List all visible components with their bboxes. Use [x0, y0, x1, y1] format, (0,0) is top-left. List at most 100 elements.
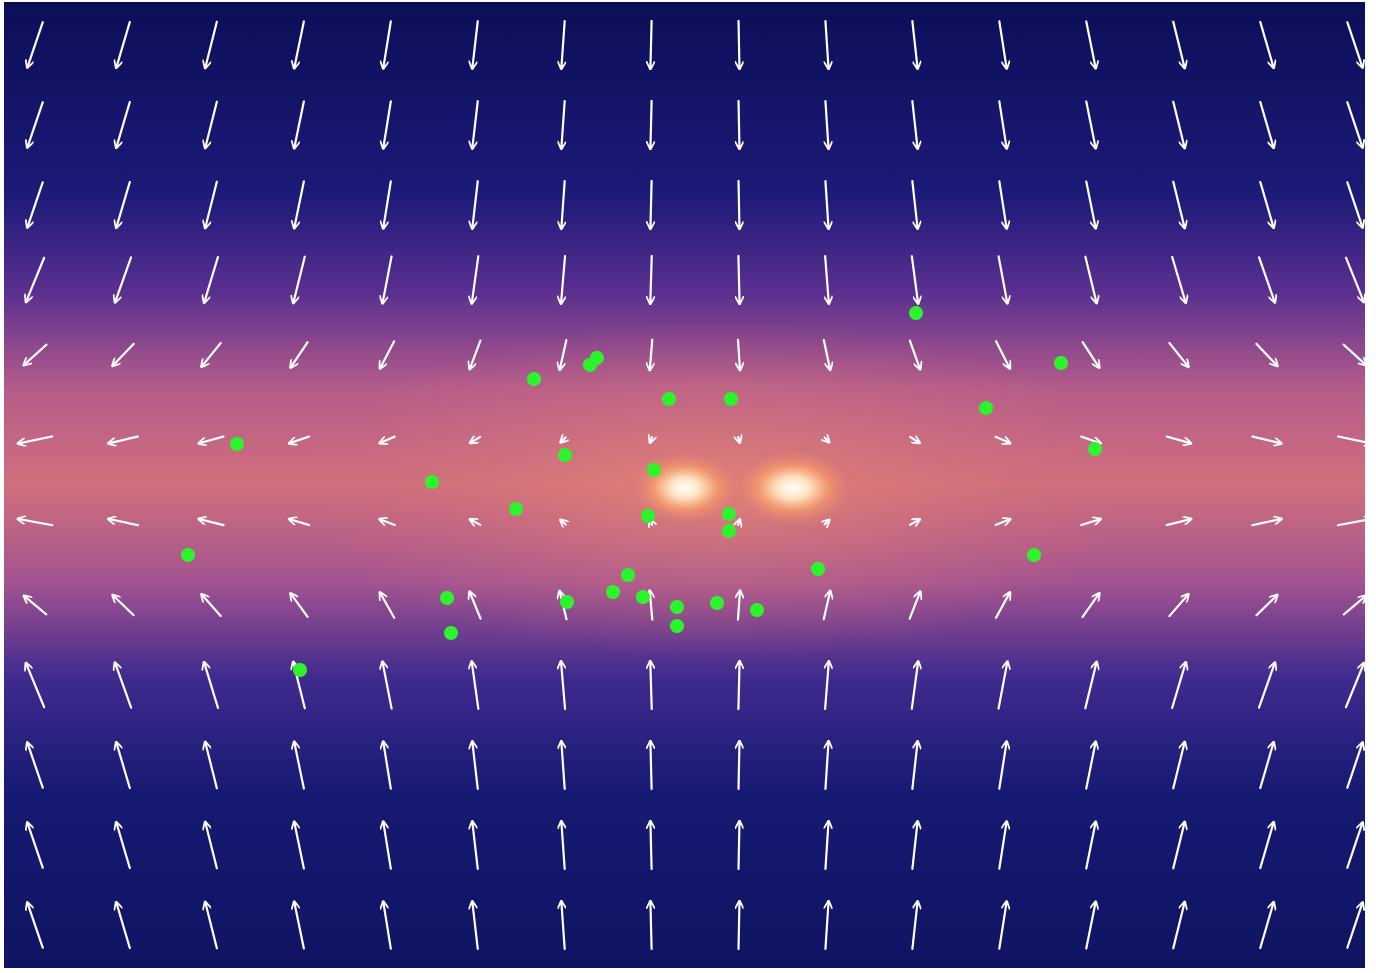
arrow [1251, 435, 1281, 443]
arrow [1171, 662, 1186, 710]
arrow [199, 435, 225, 444]
arrow [289, 519, 311, 527]
green-point [444, 626, 458, 640]
arrow [472, 741, 479, 790]
arrow [112, 595, 135, 617]
arrow [825, 520, 830, 525]
arrow [825, 661, 829, 711]
green-point [636, 590, 650, 604]
arrow [116, 20, 131, 68]
arrow [470, 437, 482, 443]
arrow [560, 338, 568, 370]
arrow [650, 254, 651, 306]
green-point [710, 596, 724, 610]
arrow [290, 593, 309, 618]
arrow [380, 340, 396, 368]
arrow [561, 661, 567, 711]
arrow [650, 338, 653, 371]
arrow [825, 99, 828, 149]
arrow [1342, 343, 1367, 366]
arrow [1336, 435, 1372, 443]
arrow [561, 741, 564, 791]
arrow [825, 19, 828, 69]
arrow [998, 741, 1006, 790]
arrow [1259, 100, 1273, 148]
arrow [1085, 100, 1095, 148]
arrow [822, 338, 830, 370]
arrow [1085, 180, 1095, 228]
green-point [909, 306, 923, 320]
arrow [472, 661, 480, 710]
arrow [560, 437, 565, 442]
arrow [650, 99, 651, 151]
arrow [650, 739, 651, 791]
arrow [650, 899, 651, 951]
arrow [561, 19, 564, 69]
arrow [739, 19, 740, 71]
arrow [738, 338, 740, 371]
arrow [998, 180, 1006, 228]
arrow [997, 255, 1008, 303]
arrow [1085, 20, 1095, 68]
arrow [1165, 435, 1191, 444]
arrow [18, 435, 54, 443]
green-point [750, 603, 764, 617]
green-point [670, 600, 684, 614]
arrow [1081, 593, 1100, 619]
arrow [560, 520, 565, 525]
arrow [739, 179, 740, 231]
green-point [722, 507, 736, 521]
arrow [1259, 822, 1273, 870]
arrow [205, 902, 218, 950]
green-point [621, 568, 635, 582]
arrow [561, 901, 564, 951]
arrow [116, 742, 131, 790]
arrow [738, 437, 740, 443]
arrow [1257, 662, 1275, 709]
arrow [1172, 100, 1184, 149]
arrow [472, 901, 479, 950]
arrow [1346, 902, 1362, 949]
arrow [1172, 902, 1184, 950]
arrow [911, 20, 917, 69]
arrow [739, 819, 740, 871]
green-point [811, 562, 825, 576]
arrow [379, 519, 396, 527]
green-point [230, 437, 244, 451]
arrow [1085, 821, 1095, 870]
green-point [724, 392, 738, 406]
arrow [561, 821, 564, 871]
arrow [825, 179, 828, 229]
arrow [1344, 256, 1364, 303]
arrow [1171, 255, 1186, 303]
arrow [739, 739, 740, 791]
arrow [1084, 255, 1096, 304]
arrow [998, 20, 1006, 68]
arrow [997, 661, 1008, 710]
arrow [472, 255, 480, 304]
green-point [722, 524, 736, 538]
arrow [911, 180, 917, 229]
arrow [1085, 901, 1095, 950]
arrow [561, 254, 567, 304]
arrow [998, 100, 1006, 148]
green-point [527, 372, 541, 386]
arrow [289, 435, 311, 444]
arrow [18, 519, 54, 527]
arrow [739, 99, 740, 151]
arrow [561, 99, 564, 149]
arrow [27, 181, 44, 227]
arrow [294, 901, 305, 950]
arrow [383, 901, 392, 950]
green-point [662, 392, 676, 406]
arrow [1255, 595, 1278, 617]
arrow [383, 821, 392, 870]
arrow [1346, 742, 1362, 789]
green-point [440, 591, 454, 605]
arrow [294, 821, 305, 870]
arrow [739, 899, 740, 951]
green-point [181, 548, 195, 562]
arrow [380, 592, 396, 619]
